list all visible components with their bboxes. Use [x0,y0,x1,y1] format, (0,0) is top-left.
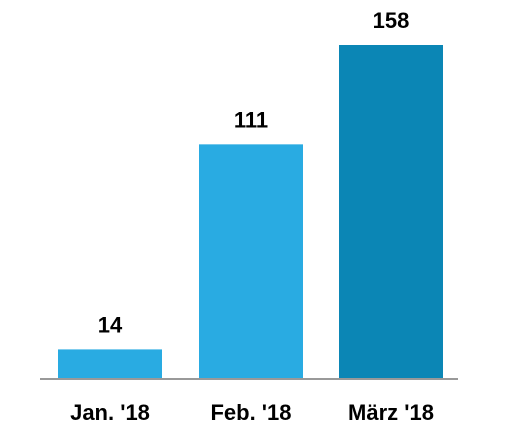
value-label-1: 14 [98,312,123,337]
category-labels-group: Jan. '18 Feb. '18 März '18 [70,400,434,425]
value-labels-group: 14 111 158 [98,8,410,337]
bars-group [58,45,443,379]
category-label-1: Jan. '18 [70,400,150,425]
category-label-2: Feb. '18 [210,400,291,425]
value-label-2: 111 [234,107,268,132]
bar-3 [339,45,443,379]
value-label-3: 158 [373,8,410,33]
bar-1 [58,349,162,379]
category-label-3: März '18 [348,400,434,425]
bar-2 [199,144,303,379]
